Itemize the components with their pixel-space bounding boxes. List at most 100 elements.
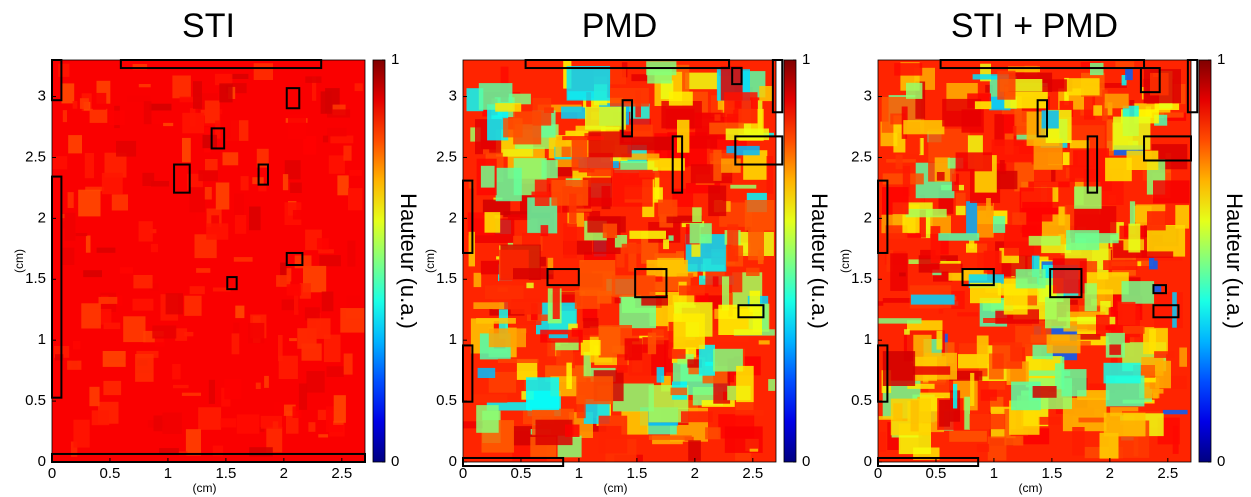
annotation-box — [546, 268, 580, 287]
heatmap-cell — [621, 153, 660, 160]
heatmap-cell — [705, 427, 721, 440]
heatmap-cell — [516, 359, 538, 380]
heatmap-cell — [484, 212, 501, 233]
heatmap-cell — [589, 211, 601, 220]
annotation-box — [1049, 268, 1083, 299]
x-tick-label: 2.5 — [331, 465, 352, 482]
heatmap-cell — [614, 297, 621, 304]
heatmap-cell — [181, 392, 201, 396]
heatmap-cell — [890, 253, 908, 291]
heatmap-cell — [666, 215, 703, 224]
heatmap-cell — [1175, 205, 1189, 229]
annotation-box — [257, 163, 269, 186]
heatmap-cell — [688, 440, 701, 461]
heatmap-cell — [142, 172, 155, 186]
y-tick-label: 3 — [449, 88, 457, 105]
heatmap-cell — [661, 375, 671, 392]
heatmap-cell — [198, 407, 222, 430]
heatmap-cell — [1055, 363, 1065, 390]
heatmap-cell — [736, 365, 754, 403]
heatmap-cell — [62, 110, 67, 123]
panel: STI 0 0.5 1 1.5 2 2.5 0 0.5 1 1.5 2 2.5 3 (cm) (cm) 0 1 Ha… — [12, 7, 421, 495]
heatmap-cell — [189, 286, 205, 295]
x-tick-label: 0.5 — [100, 465, 121, 482]
y-tick-label: 0 — [449, 453, 457, 470]
heatmap-cell — [138, 84, 151, 88]
heatmap-cell — [320, 91, 332, 114]
heatmap-cell — [204, 187, 212, 200]
heatmap-cell — [236, 414, 260, 434]
heatmap-cell — [1129, 201, 1136, 235]
heatmap-cell — [326, 127, 347, 137]
heatmap-cell — [670, 387, 688, 396]
heatmap-cell — [629, 230, 666, 239]
heatmap-cell — [154, 336, 165, 347]
heatmap-cell — [73, 340, 81, 350]
heatmap-cell — [966, 243, 988, 253]
heatmap-cell — [306, 371, 325, 393]
heatmap-cell — [488, 328, 526, 348]
y-tick-label: 2.5 — [25, 148, 46, 165]
heatmap-cell — [890, 113, 906, 125]
heatmap-cell — [1128, 223, 1141, 253]
annotation-box — [173, 163, 191, 194]
heatmap-cell — [149, 229, 157, 234]
heatmap-cell — [566, 362, 572, 389]
heatmap-cell — [1103, 362, 1141, 384]
y-tick-label: 0 — [864, 453, 872, 470]
heatmap-cell — [70, 441, 78, 457]
heatmap-cell — [495, 167, 522, 202]
heatmap-cell — [878, 301, 884, 306]
heatmap-cell — [988, 378, 1006, 390]
heatmap-cell — [587, 152, 613, 177]
heatmap-cell — [878, 416, 896, 420]
heatmap-cell — [1069, 334, 1101, 340]
heatmap-cell — [199, 364, 206, 387]
heatmap-cell — [485, 285, 524, 299]
heatmap-cell — [507, 214, 531, 221]
x-tick-label: 0.5 — [926, 465, 947, 482]
heatmap-cell — [1121, 281, 1155, 304]
heatmap-cell — [904, 329, 910, 335]
heatmap-cell — [999, 160, 1005, 172]
heatmap-cell — [497, 358, 539, 363]
heatmap-cell — [885, 225, 908, 239]
heatmap-cell — [735, 410, 764, 416]
heatmap-cell — [616, 245, 625, 268]
heatmap-cell — [1103, 412, 1146, 437]
heatmap-cell — [321, 291, 334, 312]
heatmap-cell — [503, 211, 528, 218]
heatmap-cell — [556, 345, 573, 366]
heatmap-cell — [1066, 230, 1100, 251]
heatmap-cell — [215, 182, 230, 210]
heatmap-cell — [73, 419, 90, 448]
heatmap-cell — [330, 135, 354, 144]
heatmap-cell — [513, 268, 554, 280]
heatmap-cell — [179, 96, 201, 103]
heatmap-cell — [477, 367, 496, 378]
x-tick-label: 0 — [459, 465, 467, 482]
heatmap-cell — [561, 106, 589, 119]
heatmap-cell — [930, 226, 941, 264]
heatmap-cell — [692, 207, 702, 222]
heatmap-cell — [79, 98, 89, 109]
heatmap-cell — [689, 223, 712, 244]
heatmap-cell — [1028, 235, 1061, 246]
heatmap-cell — [85, 235, 91, 253]
heatmap-cell — [673, 313, 705, 350]
heatmap-cell — [278, 355, 298, 379]
heatmap-cell — [991, 139, 1036, 163]
heatmap-cell — [631, 136, 673, 151]
heatmap-cell — [149, 283, 159, 291]
heatmap-cell — [537, 104, 582, 113]
heatmap-cell — [280, 262, 287, 286]
heatmap-cell — [249, 447, 273, 457]
annotation-box — [1186, 59, 1199, 114]
heatmap-cell — [194, 234, 217, 259]
heatmap-cell — [685, 183, 721, 194]
heatmap-cell — [195, 212, 207, 221]
heatmap-cell — [648, 435, 692, 440]
heatmap-cell — [510, 302, 543, 315]
heatmap-cell — [933, 270, 953, 282]
heatmap-cell — [151, 119, 171, 124]
